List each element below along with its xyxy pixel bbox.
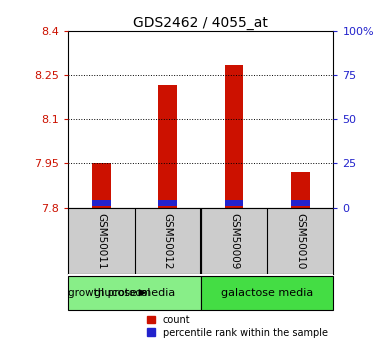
Text: glucose media: glucose media — [94, 288, 175, 298]
Legend: count, percentile rank within the sample: count, percentile rank within the sample — [147, 315, 328, 338]
Bar — [291, 172, 310, 208]
Bar — [158, 200, 177, 206]
Text: GSM50012: GSM50012 — [163, 213, 173, 269]
Bar — [201, 276, 333, 310]
Bar — [92, 163, 111, 208]
Title: GDS2462 / 4055_at: GDS2462 / 4055_at — [133, 16, 268, 30]
Text: GSM50011: GSM50011 — [96, 213, 106, 269]
Bar — [158, 86, 177, 208]
Bar — [225, 200, 243, 206]
Text: GSM50009: GSM50009 — [229, 213, 239, 269]
Text: growth protocol: growth protocol — [68, 288, 154, 298]
Bar — [225, 66, 243, 208]
Text: galactose media: galactose media — [221, 288, 313, 298]
Bar — [92, 200, 111, 206]
Bar — [291, 200, 310, 206]
Text: GSM50010: GSM50010 — [295, 213, 305, 269]
Bar — [68, 276, 201, 310]
